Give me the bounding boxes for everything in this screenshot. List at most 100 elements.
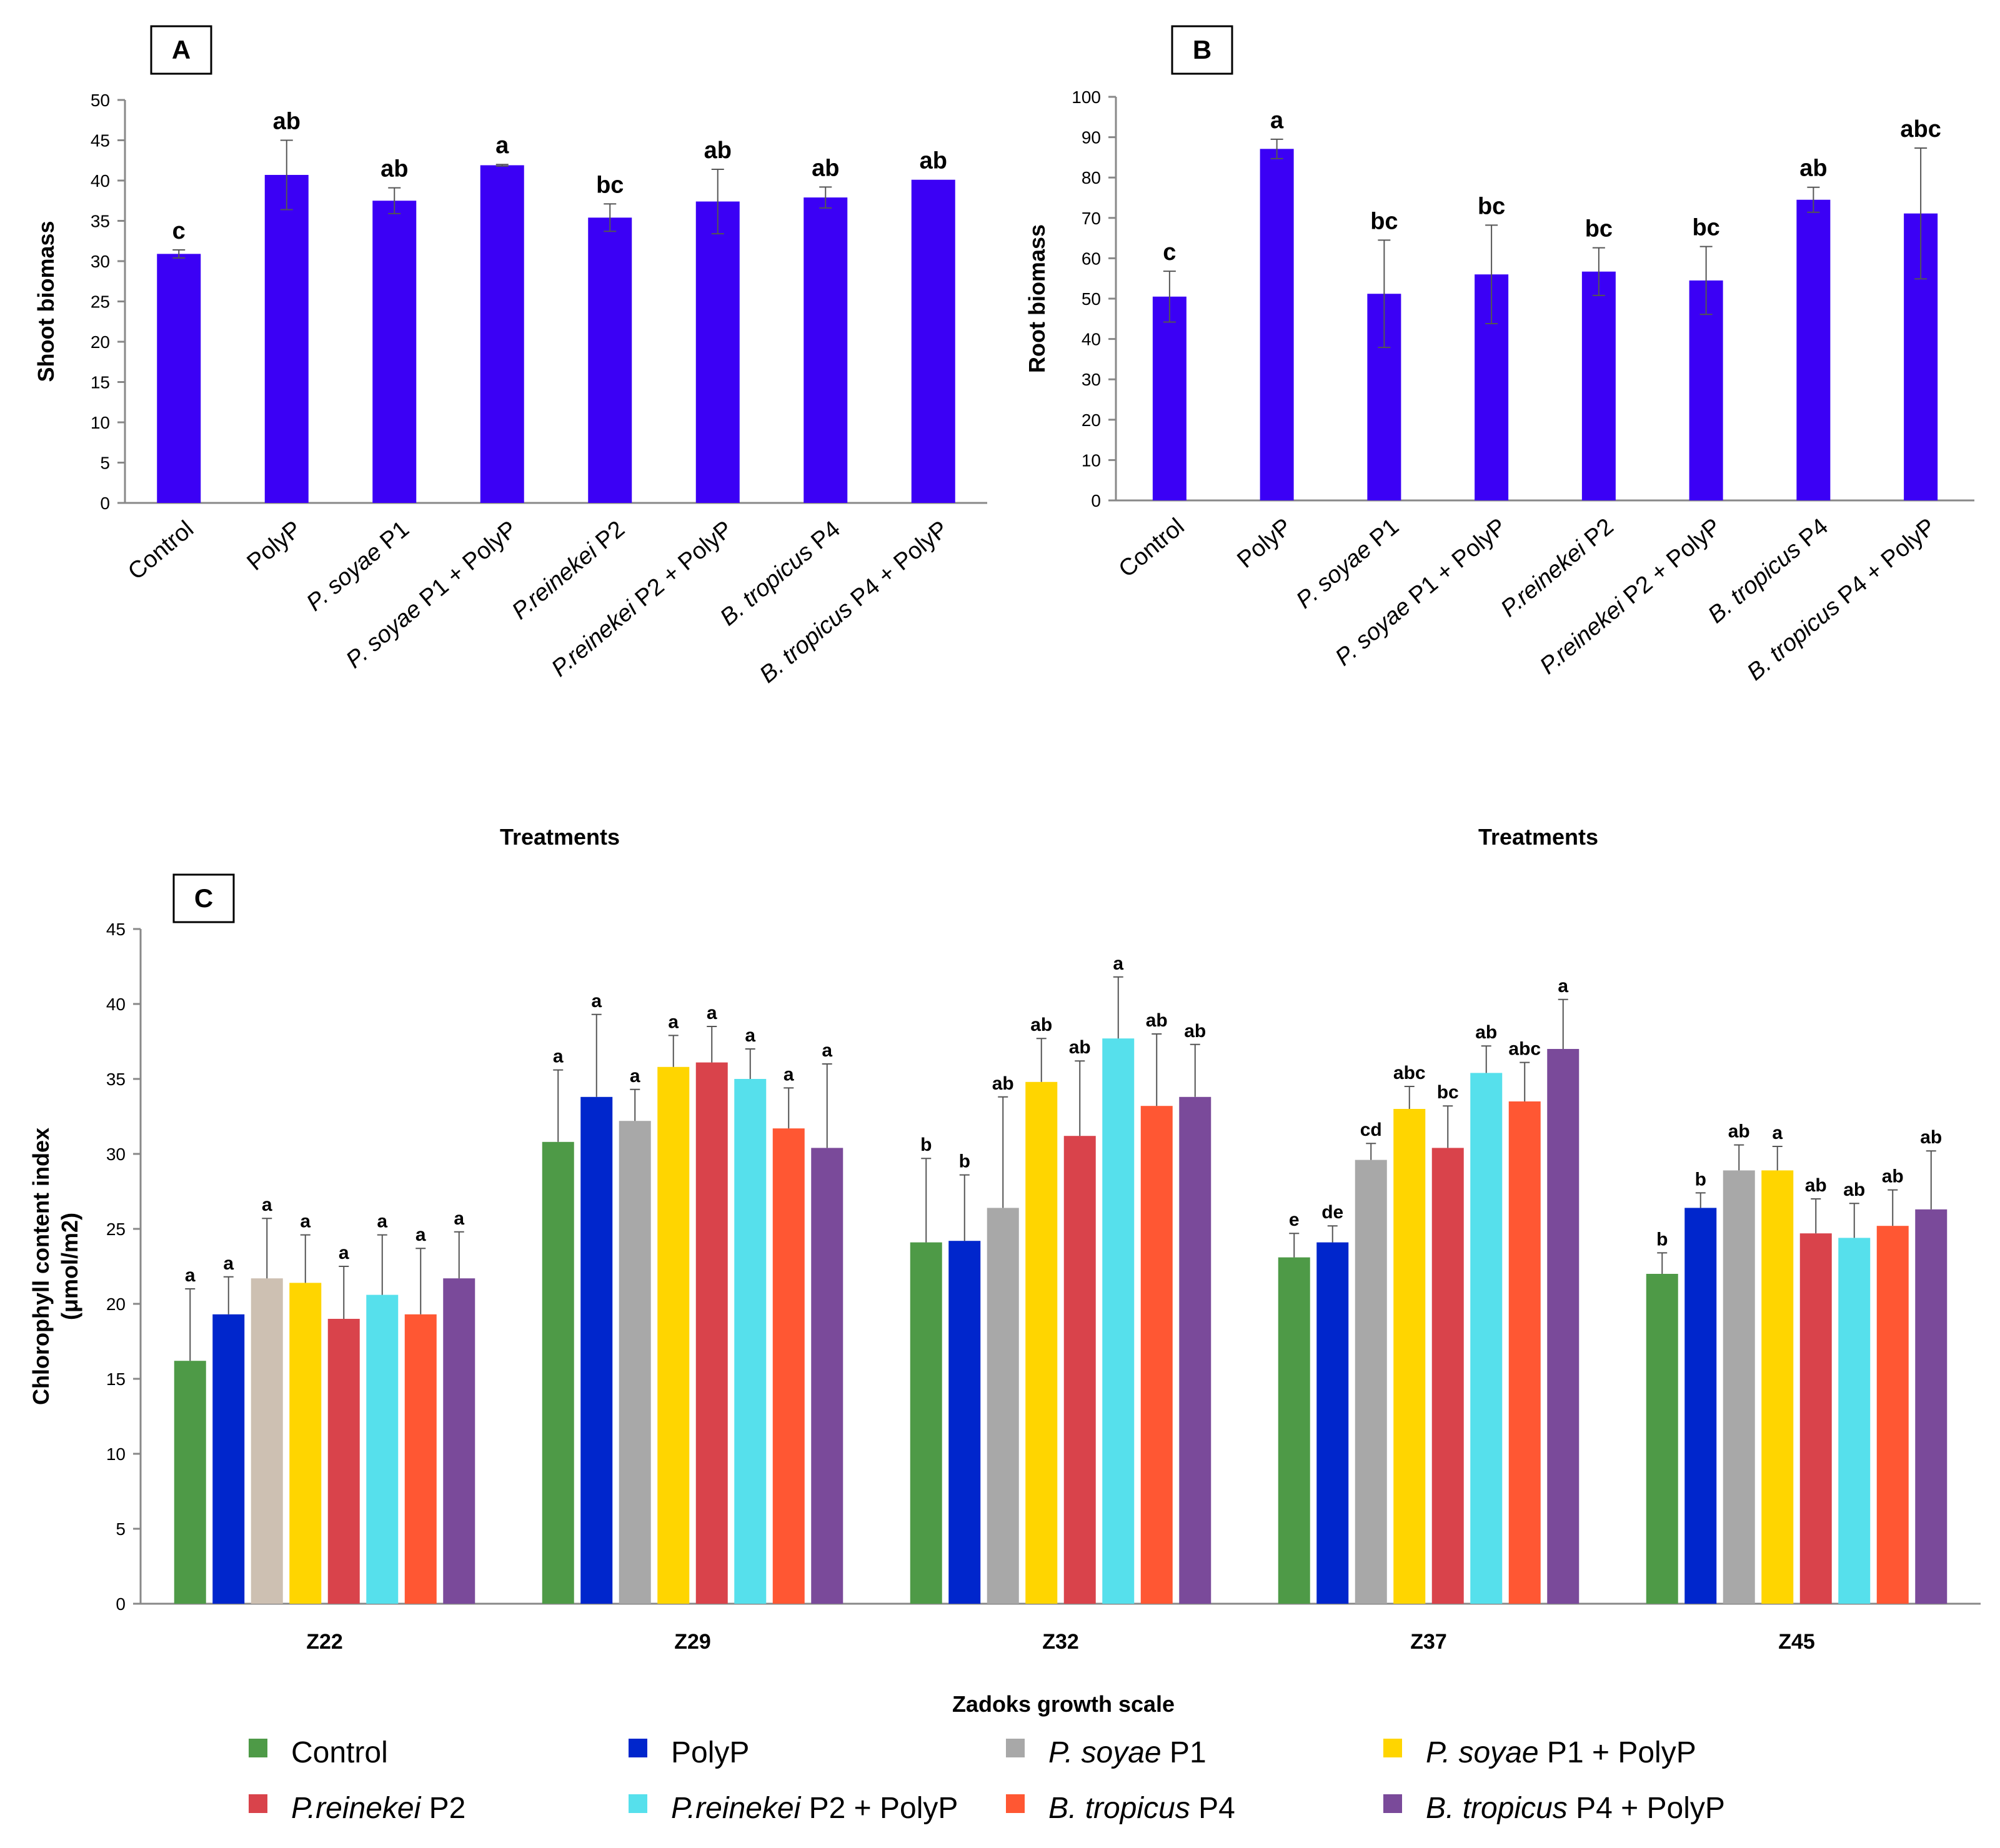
y-tick-label: 0 bbox=[1091, 491, 1101, 510]
significance-label: a bbox=[377, 1211, 387, 1232]
significance-label: ab bbox=[1728, 1121, 1750, 1142]
bar bbox=[588, 217, 632, 503]
significance-label: ab bbox=[1030, 1015, 1052, 1035]
legend-label: B. tropicus P4 bbox=[1048, 1792, 1235, 1825]
bar bbox=[1316, 1242, 1349, 1604]
significance-label: bc bbox=[1585, 216, 1613, 242]
significance-label: a bbox=[668, 1011, 679, 1032]
significance-label: c bbox=[172, 218, 186, 244]
bar bbox=[1581, 271, 1616, 500]
legend-swatch bbox=[1383, 1739, 1402, 1757]
bar bbox=[619, 1121, 651, 1604]
legend-swatch bbox=[629, 1739, 647, 1757]
category-label: B. tropicus P4 + PolyP bbox=[1742, 514, 1940, 686]
y-tick-label: 70 bbox=[1082, 209, 1101, 228]
bar bbox=[1278, 1257, 1310, 1604]
significance-label: ab bbox=[704, 137, 732, 164]
bar bbox=[1796, 199, 1831, 500]
significance-label: a bbox=[630, 1066, 640, 1086]
significance-label: a bbox=[300, 1211, 311, 1232]
category-label: Control bbox=[123, 516, 199, 585]
legend-swatch bbox=[1006, 1739, 1025, 1757]
bar bbox=[1799, 1233, 1832, 1604]
significance-label: a bbox=[707, 1003, 717, 1023]
significance-label: c bbox=[1163, 239, 1176, 266]
bar bbox=[1355, 1160, 1387, 1604]
significance-label: a bbox=[223, 1253, 234, 1274]
significance-label: ab bbox=[1882, 1166, 1904, 1187]
legend-label: P.reinekei P2 + PolyP bbox=[671, 1792, 958, 1825]
y-tick-label: 35 bbox=[106, 1070, 126, 1089]
bar bbox=[910, 1242, 942, 1604]
legend-label: P. soyae P1 + PolyP bbox=[1426, 1736, 1696, 1769]
significance-label: ab bbox=[1146, 1010, 1168, 1031]
x-axis-title: Treatments bbox=[1478, 824, 1598, 850]
legend-label: P.reinekei P2 bbox=[291, 1792, 465, 1825]
bar bbox=[1260, 149, 1294, 501]
y-axis-title: Root biomass bbox=[1024, 224, 1050, 373]
y-tick-label: 50 bbox=[1082, 289, 1101, 309]
bar bbox=[695, 1062, 728, 1604]
legend: Control PolyP P. soyae P1 P. soyae P1 + Pol… bbox=[249, 1736, 1725, 1825]
y-tick-label: 40 bbox=[106, 995, 126, 1014]
y-tick-label: 15 bbox=[106, 1369, 126, 1389]
bar bbox=[1684, 1208, 1717, 1604]
y-tick-label: 50 bbox=[91, 91, 110, 110]
significance-label: b bbox=[1695, 1169, 1706, 1190]
bar bbox=[1179, 1096, 1211, 1604]
category-label: P. soyae P1 + PolyP bbox=[1330, 514, 1511, 671]
y-tick-label: 60 bbox=[1082, 249, 1101, 268]
significance-label: a bbox=[454, 1208, 464, 1229]
bar bbox=[1689, 280, 1723, 500]
bar bbox=[480, 165, 524, 503]
bar bbox=[811, 1148, 843, 1604]
bar bbox=[443, 1278, 475, 1604]
y-tick-label: 20 bbox=[1082, 410, 1101, 430]
significance-label: a bbox=[1113, 953, 1123, 974]
bar bbox=[734, 1079, 767, 1604]
y-axis-title: Shoot biomass bbox=[33, 221, 59, 382]
panel-label: C bbox=[194, 883, 213, 913]
panel-label: B bbox=[1193, 35, 1211, 64]
y-tick-label: 20 bbox=[91, 332, 110, 352]
significance-label: a bbox=[591, 991, 602, 1011]
significance-label: abc bbox=[1508, 1039, 1541, 1060]
significance-label: ab bbox=[1475, 1022, 1497, 1043]
bar bbox=[1102, 1038, 1135, 1604]
category-label: Z32 bbox=[1042, 1630, 1079, 1654]
category-label: Control bbox=[1114, 514, 1190, 583]
legend-swatch bbox=[1383, 1794, 1402, 1813]
significance-label: a bbox=[339, 1243, 349, 1263]
category-label: P.reinekei P2 + PolyP bbox=[547, 516, 738, 682]
bar bbox=[327, 1319, 360, 1604]
bar bbox=[1915, 1209, 1948, 1604]
y-tick-label: 5 bbox=[116, 1519, 126, 1539]
y-tick-label: 20 bbox=[106, 1294, 126, 1314]
y-tick-label: 10 bbox=[106, 1444, 126, 1464]
bar bbox=[264, 174, 309, 504]
significance-label: a bbox=[784, 1064, 794, 1085]
category-label: P. soyae P1 bbox=[1291, 514, 1404, 614]
y-tick-label: 35 bbox=[91, 212, 110, 231]
bar bbox=[987, 1208, 1019, 1604]
significance-label: ab bbox=[920, 148, 947, 174]
y-axis-title-units: (μmol/m2) bbox=[57, 1213, 82, 1320]
legend-label: PolyP bbox=[671, 1736, 749, 1769]
significance-label: ab bbox=[381, 156, 408, 182]
bar bbox=[695, 201, 740, 503]
bar bbox=[580, 1096, 613, 1604]
significance-label: bc bbox=[1370, 208, 1398, 234]
bar bbox=[1646, 1274, 1678, 1604]
panel-label-box bbox=[1171, 25, 1233, 75]
y-tick-label: 5 bbox=[100, 454, 110, 473]
significance-label: bc bbox=[1478, 193, 1505, 219]
significance-label: ab bbox=[1843, 1180, 1865, 1200]
legend-label: P. soyae P1 bbox=[1048, 1736, 1206, 1769]
y-tick-label: 30 bbox=[106, 1145, 126, 1164]
category-label: P. soyae P1 bbox=[302, 516, 414, 617]
legend-label: B. tropicus P4 + PolyP bbox=[1426, 1792, 1725, 1825]
bar bbox=[772, 1128, 805, 1604]
bar bbox=[1025, 1081, 1058, 1604]
y-tick-label: 100 bbox=[1072, 87, 1101, 107]
